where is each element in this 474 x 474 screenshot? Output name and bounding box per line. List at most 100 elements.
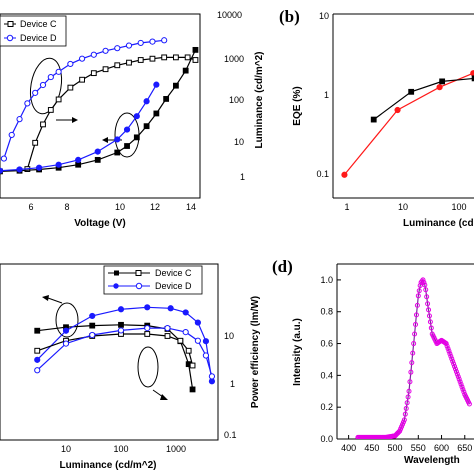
- arrow-right-head: [160, 394, 168, 400]
- panel-c-xlabel: Luminance (cd/m^2): [60, 460, 157, 471]
- panel-a-xtick: 14: [186, 202, 196, 212]
- panel-b-black-series-point: [370, 116, 377, 123]
- panel-d-spectrum-point: [413, 312, 419, 318]
- panel-a-device-c-left-point: [137, 57, 144, 63]
- panel-a-xlabel: Voltage (V): [74, 218, 125, 229]
- panel-a-ytick: 1000: [224, 54, 244, 64]
- panel-a-device-c-left-point: [192, 57, 199, 63]
- panel-c-device-c-right-point: [144, 331, 151, 337]
- panel-d-spectrum-point: [453, 369, 459, 375]
- panel-d-spectrum-point: [460, 386, 466, 392]
- panel-d-xtick: 550: [411, 443, 426, 453]
- panel-c-device-d-right-point: [62, 340, 70, 347]
- panel-d-spectrum-point: [444, 343, 450, 349]
- panel-c-ytick: 1: [230, 379, 235, 389]
- panel-d-xlabel: Wavelength: [404, 455, 460, 466]
- panel-a-x-ticks: 6 8 10 12 14: [28, 202, 196, 212]
- panel-d-spectrum-point: [425, 301, 431, 307]
- panel-a-device-d-left-point: [149, 38, 156, 45]
- panel-c-device-d-left-point: [202, 338, 210, 345]
- panel-d-xtick: 400: [341, 443, 356, 453]
- panel-b-ytick: 10: [319, 11, 329, 21]
- arrow-right: [152, 389, 164, 398]
- panel-b-red-series-point: [341, 171, 348, 178]
- panel-d-spectrum-point: [414, 302, 420, 308]
- panel-a-device-d-left-point: [32, 89, 39, 96]
- panel-d-spectrum-point: [461, 389, 467, 395]
- panel-a-device-c-left-point: [173, 54, 179, 61]
- panel-a-plot: [0, 37, 199, 175]
- panel-a-device-d-left-point: [16, 116, 23, 123]
- panel-a-device-d-left-point: [125, 42, 133, 49]
- panel-a-device-c-left-point: [32, 139, 39, 146]
- legend-label-device-d: Device D: [155, 281, 192, 291]
- panel-d-spectrum-point: [459, 384, 465, 390]
- panel-a-ytick: 10: [234, 137, 244, 147]
- panel-a-device-d-right-point: [75, 156, 82, 163]
- ellipse-annotation: [29, 57, 63, 115]
- panel-c-device-c-left-point: [189, 386, 196, 393]
- panel-a-device-d-right-point: [35, 164, 43, 171]
- panel-b-label: (b): [279, 7, 300, 26]
- panel-a-device-d-right-point: [16, 166, 23, 173]
- panel-b-ytick: 1: [324, 90, 329, 100]
- panel-d-spectrum-point: [458, 381, 464, 387]
- panel-c-plot: [34, 304, 216, 393]
- panel-c-ytick: 10: [224, 331, 234, 341]
- legend-marker-device-d: [6, 34, 14, 42]
- panel-c-xtick: 100: [113, 444, 128, 454]
- panel-a-device-c-right-point: [192, 46, 199, 53]
- panel-d-spectrum-point: [457, 379, 463, 385]
- panel-a-device-d-right-point: [123, 126, 131, 133]
- panel-a-device-c-left-point: [55, 96, 62, 103]
- panel-b-red-series-line: [343, 72, 474, 176]
- panel-d-spectrum-point: [421, 279, 427, 285]
- panel-a-device-c-right-point: [173, 82, 179, 89]
- panel-d-spectrum-point: [416, 288, 422, 294]
- panel-c-annotations: [42, 295, 168, 400]
- panel-a-xtick: 8: [64, 202, 69, 212]
- panel-d-spectrum-point: [406, 388, 412, 394]
- panel-d-spectrum-point: [428, 325, 434, 331]
- panel-a-device-d-left-point: [67, 60, 74, 68]
- panel-a-device-c-left-point: [79, 76, 85, 83]
- panel-b-xtick: 100: [451, 202, 466, 212]
- panel-c-ylabel-right: Power efficiency (lm/W): [250, 296, 261, 408]
- panel-a-device-d-left-point: [78, 55, 86, 62]
- panel-d-spectrum-point: [422, 282, 428, 288]
- panel-d-ytick: 0.8: [320, 307, 333, 317]
- panel-d-label: (d): [272, 257, 293, 276]
- panel-a-device-d-left-point: [90, 51, 97, 58]
- panel-a-device-d-left-point: [47, 73, 54, 81]
- panel-b-red-series-point: [436, 84, 443, 91]
- panel-a-device-c-right-point: [133, 134, 140, 141]
- panel-c-device-c-left-point: [89, 322, 96, 329]
- panel-c-ytick: 0.1: [224, 430, 237, 440]
- panel-c-device-c-left-point: [118, 321, 124, 328]
- panel-c-device-d-left-point: [89, 312, 96, 320]
- panel-d-spectrum-point: [449, 356, 455, 362]
- panel-c-device-d-right-point: [117, 327, 125, 334]
- panel-d-spectrum-point: [445, 346, 451, 352]
- panel-d-spectrum-point: [466, 401, 472, 407]
- panel-d-spectrum-point: [452, 363, 458, 369]
- panel-d-xtick: 600: [434, 443, 449, 453]
- panel-d-ticks: 400 450 500 550 600 650 0.0 0.2 0.4 0.6 0.8 1.0: [320, 275, 472, 453]
- panel-c-legend-box: [103, 265, 203, 295]
- panel-c-device-d-right-point: [34, 367, 41, 374]
- panel-a-xtick: 12: [150, 202, 160, 212]
- panel-c-frame: [0, 263, 219, 441]
- panel-a-xtick: 10: [115, 202, 125, 212]
- panel-a-device-c-right-point: [94, 156, 101, 163]
- panel-a-device-d-right-point: [55, 161, 62, 168]
- panel-a-device-d-left-point: [161, 37, 168, 44]
- panel-d-spectrum-point: [454, 371, 460, 377]
- panel-d-spectrum-point: [412, 331, 418, 337]
- panel-d-spectrum-point: [405, 394, 411, 400]
- ellipse-annotation: [55, 302, 79, 338]
- panel-d-spectrum-point: [427, 319, 433, 325]
- panel-c-device-d-right-point: [144, 324, 151, 332]
- panel-c-device-d-right-point: [208, 373, 216, 380]
- panel-d-spectrum-point: [411, 341, 417, 347]
- panel-a-device-c-left-point: [184, 54, 191, 61]
